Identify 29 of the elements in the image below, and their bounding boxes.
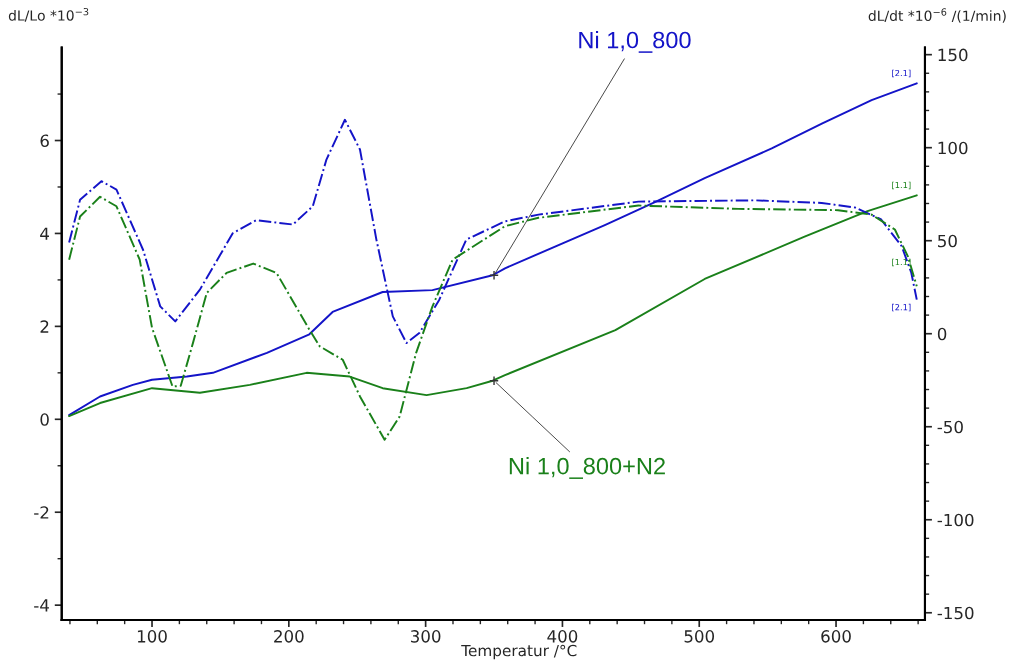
y2-tick-label: -100 bbox=[937, 513, 974, 527]
y2-tick-label: 50 bbox=[938, 234, 957, 248]
annotation: Ni 1,0_800+N2 bbox=[509, 457, 665, 479]
series-label: [1.1] bbox=[892, 181, 911, 190]
series-label: [2.1] bbox=[892, 303, 911, 312]
x-tick-label: 500 bbox=[684, 630, 715, 643]
y2-tick-label: 150 bbox=[938, 48, 968, 62]
x-tick-label: 300 bbox=[411, 630, 441, 643]
y-tick-label: 4 bbox=[40, 227, 49, 240]
line-series bbox=[68, 82, 918, 417]
annotation: Ni 1,0_800 bbox=[579, 31, 691, 53]
x-axis-title: Temperatur /°C bbox=[461, 644, 577, 660]
y2-axis-title: dL/dt *10$^{−6}$ /(1/min) bbox=[868, 8, 1006, 23]
x-tick-label: 100 bbox=[137, 630, 167, 643]
y-tick-label: 2 bbox=[40, 320, 49, 333]
series-label: [2.1] bbox=[892, 69, 911, 78]
y-axis-title: dL/Lo *10$^{−3}$ bbox=[8, 8, 89, 22]
y-tick-label: 6 bbox=[40, 134, 49, 148]
x-tick-label: 600 bbox=[821, 630, 851, 643]
y-tick-label: -2 bbox=[34, 506, 49, 519]
x-tick-label: 200 bbox=[274, 630, 304, 643]
x-tick-label: 400 bbox=[547, 630, 578, 643]
y2-tick-label: 0 bbox=[937, 327, 947, 341]
series-label: [1.1] bbox=[892, 258, 911, 267]
y-tick-label: 0 bbox=[40, 413, 49, 426]
y2-tick-label: -50 bbox=[937, 420, 963, 434]
y2-tick-label: -150 bbox=[937, 606, 974, 620]
y-tick-label: -4 bbox=[34, 599, 49, 612]
y2-tick-label: 100 bbox=[938, 141, 968, 155]
